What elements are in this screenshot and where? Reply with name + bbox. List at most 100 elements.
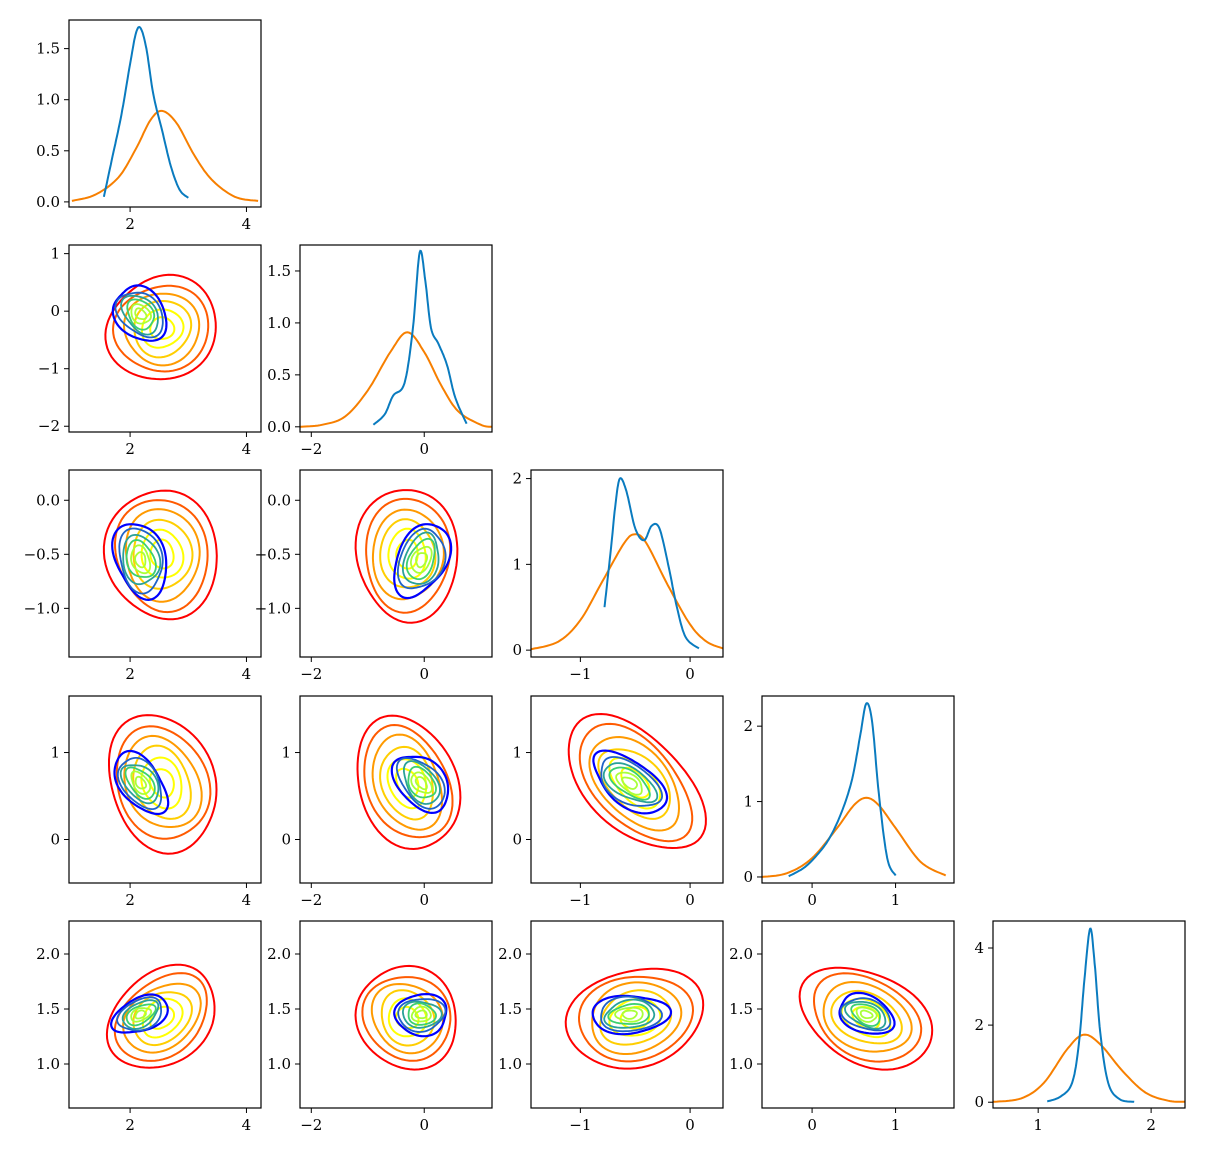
posterior-contour — [130, 770, 152, 795]
diag-1-ytick-label: 1.0 — [267, 314, 291, 332]
contour-1-0-ytick-label: 0 — [50, 302, 60, 320]
contour-4-3-ytick-label: 1.0 — [729, 1055, 753, 1073]
posterior-contour — [111, 284, 168, 342]
posterior-contour — [393, 992, 448, 1038]
prior-contour — [354, 489, 459, 624]
posterior-contour — [407, 1002, 437, 1026]
diag-4-prior-curve — [993, 1033, 1185, 1103]
contour-4-2-xtick-label: 0 — [685, 1116, 695, 1134]
posterior-contour — [401, 531, 440, 585]
posterior-contour — [591, 994, 673, 1036]
prior-contour — [798, 966, 934, 1071]
posterior-contour — [130, 1007, 153, 1023]
diag-4-xtick-label: 2 — [1146, 1116, 1156, 1134]
contour-2-1-xtick-label: 0 — [419, 665, 429, 683]
contour-panel-3-2: −1 0 0 1 — [512, 695, 724, 909]
contour-4-2-xtick-label: −1 — [569, 1116, 591, 1134]
posterior-contour — [614, 1006, 644, 1023]
prior-contour — [361, 976, 452, 1062]
posterior-contour — [397, 998, 447, 1033]
prior-contour — [111, 284, 210, 373]
contour-4-2-frame — [530, 920, 724, 1109]
posterior-contour — [126, 298, 156, 331]
contour-4-2-ytick-label: 1.0 — [498, 1055, 522, 1073]
prior-contour — [356, 714, 462, 851]
prior-contour — [371, 508, 445, 601]
contour-4-2-ytick-label: 1.5 — [498, 1000, 522, 1018]
contour-4-0-ytick-label: 1.0 — [36, 1055, 60, 1073]
posterior-contour — [410, 771, 433, 794]
diag-4-posterior-curve — [1046, 927, 1135, 1103]
prior-contour — [133, 299, 193, 359]
contour-2-1-ytick-label: −1.0 — [255, 599, 291, 617]
diag-2-xtick-label: 0 — [685, 665, 695, 683]
diag-2-xtick-label: −1 — [569, 665, 591, 683]
posterior-contour — [130, 303, 152, 325]
contour-3-0-frame — [68, 695, 262, 884]
diag-1-xtick-label: −2 — [300, 440, 322, 458]
prior-contour — [132, 991, 193, 1047]
prior-contour — [122, 982, 202, 1054]
posterior-contour — [855, 1006, 878, 1023]
prior-contour — [141, 997, 184, 1039]
prior-contour — [102, 489, 218, 621]
prior-contour — [123, 734, 203, 828]
contour-3-0-ytick-label: 0 — [50, 831, 60, 849]
posterior-contour — [121, 999, 160, 1030]
contour-4-1-xtick-label: 0 — [419, 1116, 429, 1134]
contour-3-2-xtick-label: −1 — [569, 891, 591, 909]
posterior-contour — [134, 775, 148, 790]
contour-1-0-ytick-label: −1 — [38, 360, 60, 378]
contour-4-3-ytick-label: 2.0 — [729, 945, 753, 963]
contour-1-0-ytick-label: −2 — [38, 417, 60, 435]
contour-panel-4-1: −2 0 1.0 1.5 2.0 — [267, 920, 493, 1134]
prior-contour — [812, 972, 923, 1063]
diag-0-frame — [68, 19, 262, 208]
contour-3-2-ytick-label: 0 — [512, 831, 522, 849]
posterior-contour — [405, 537, 436, 581]
posterior-contour — [118, 527, 164, 595]
posterior-contour — [409, 545, 433, 574]
prior-contour — [132, 518, 194, 590]
contour-3-1-xtick-label: −2 — [300, 891, 322, 909]
posterior-contour — [592, 749, 669, 815]
posterior-contour — [603, 998, 656, 1029]
diag-0-xtick-label: 2 — [125, 215, 135, 233]
posterior-contour — [390, 755, 450, 815]
prior-contour — [141, 308, 185, 349]
posterior-contour — [113, 749, 170, 816]
contour-4-1-ytick-label: 1.5 — [267, 1000, 291, 1018]
prior-contour — [132, 744, 192, 820]
diag-3-prior-curve — [762, 796, 947, 878]
posterior-contour — [395, 757, 446, 810]
diag-3-frame — [761, 695, 955, 884]
contour-4-3-frame — [761, 920, 955, 1109]
contour-3-1-xtick-label: 0 — [419, 891, 429, 909]
prior-contour — [354, 964, 457, 1071]
contour-4-0-frame — [68, 920, 262, 1109]
diag-0-posterior-curve — [102, 25, 189, 199]
contour-3-0-ytick-label: 1 — [50, 744, 60, 762]
contour-2-0-xtick-label: 4 — [242, 665, 252, 683]
contour-4-1-frame — [299, 920, 493, 1109]
posterior-contour — [130, 544, 152, 575]
diag-panel-4: 1 2 0 2 4 — [974, 920, 1186, 1134]
posterior-contour — [393, 523, 453, 600]
diag-1-ytick-label: 1.5 — [267, 262, 291, 280]
contour-3-1-frame — [299, 695, 493, 884]
contour-4-2-ytick-label: 2.0 — [498, 945, 522, 963]
posterior-contour — [109, 993, 169, 1034]
contour-3-1-ytick-label: 0 — [281, 831, 291, 849]
posterior-contour — [615, 771, 643, 796]
contour-2-1-ytick-label: 0.0 — [267, 491, 291, 509]
prior-contour — [567, 712, 707, 850]
posterior-contour — [608, 766, 651, 801]
posterior-contour — [602, 762, 659, 804]
diag-1-xtick-label: 0 — [419, 440, 429, 458]
contour-1-0-frame — [68, 244, 262, 433]
diag-4-ytick-label: 4 — [974, 939, 984, 957]
prior-contour — [363, 723, 454, 839]
contour-2-1-frame — [299, 469, 493, 658]
contour-2-0-xtick-label: 2 — [125, 665, 135, 683]
